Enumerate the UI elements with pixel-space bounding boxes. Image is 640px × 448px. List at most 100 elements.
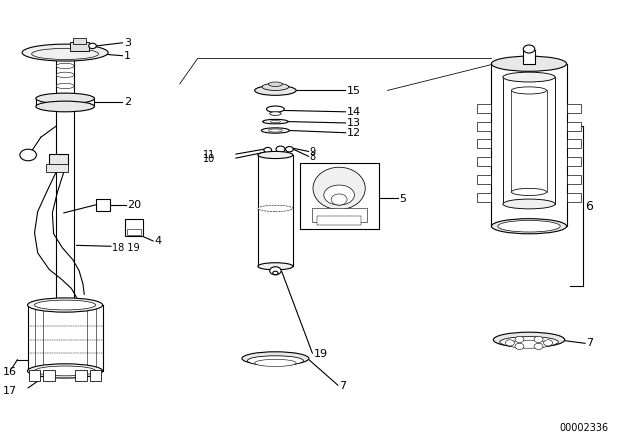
Ellipse shape — [22, 44, 108, 61]
Ellipse shape — [492, 219, 566, 234]
Ellipse shape — [507, 340, 551, 348]
Text: 1: 1 — [124, 51, 131, 61]
Bar — [125, 219, 143, 237]
Bar — [312, 208, 367, 222]
Text: 17: 17 — [3, 386, 17, 396]
Bar — [477, 104, 492, 113]
Ellipse shape — [511, 188, 547, 195]
Circle shape — [534, 336, 543, 343]
Text: 10: 10 — [204, 155, 216, 164]
Ellipse shape — [270, 121, 280, 123]
Ellipse shape — [255, 359, 296, 366]
Bar — [566, 157, 580, 166]
Circle shape — [276, 146, 285, 152]
Ellipse shape — [500, 336, 558, 347]
Ellipse shape — [258, 151, 293, 159]
Text: 9: 9 — [310, 147, 316, 157]
Ellipse shape — [503, 72, 555, 82]
Bar — [566, 104, 580, 113]
Ellipse shape — [269, 112, 281, 116]
Circle shape — [524, 45, 535, 53]
Bar — [477, 193, 492, 202]
Circle shape — [515, 336, 524, 343]
Text: 14: 14 — [347, 107, 361, 117]
Text: 13: 13 — [347, 118, 361, 129]
Text: 3: 3 — [124, 38, 131, 48]
Text: 12: 12 — [347, 128, 361, 138]
Ellipse shape — [498, 220, 560, 232]
Ellipse shape — [258, 205, 293, 211]
Bar — [44, 370, 55, 381]
Bar — [96, 199, 109, 211]
Bar — [566, 121, 580, 130]
Bar — [73, 38, 86, 44]
Text: 00002336: 00002336 — [559, 423, 608, 433]
Ellipse shape — [493, 332, 564, 347]
Bar — [90, 370, 101, 381]
Circle shape — [89, 43, 97, 48]
Bar — [524, 50, 535, 64]
Ellipse shape — [242, 352, 309, 365]
Ellipse shape — [268, 82, 282, 86]
Ellipse shape — [56, 63, 74, 69]
Circle shape — [273, 271, 278, 275]
Bar — [76, 370, 87, 381]
Ellipse shape — [268, 129, 282, 132]
Bar — [477, 139, 492, 148]
Ellipse shape — [36, 101, 95, 112]
Ellipse shape — [261, 128, 289, 133]
Text: 4: 4 — [154, 236, 161, 246]
Bar — [477, 175, 492, 184]
Circle shape — [506, 340, 515, 346]
Bar — [566, 139, 580, 148]
Text: 19: 19 — [314, 349, 328, 359]
Text: 6: 6 — [585, 200, 593, 213]
Text: 11: 11 — [204, 150, 216, 160]
Text: 8: 8 — [310, 152, 316, 162]
Circle shape — [264, 147, 271, 153]
Text: 15: 15 — [347, 86, 361, 96]
Text: 16: 16 — [3, 367, 17, 377]
Text: 20: 20 — [127, 200, 141, 210]
Ellipse shape — [247, 356, 303, 366]
Ellipse shape — [258, 263, 293, 270]
Ellipse shape — [266, 106, 284, 112]
Ellipse shape — [35, 300, 96, 310]
Circle shape — [285, 146, 293, 152]
Text: 5: 5 — [399, 194, 406, 204]
Text: 7: 7 — [339, 381, 346, 391]
Bar — [49, 154, 68, 165]
Ellipse shape — [262, 119, 288, 124]
Ellipse shape — [313, 167, 365, 210]
Ellipse shape — [503, 199, 555, 209]
Ellipse shape — [492, 56, 566, 71]
Ellipse shape — [324, 185, 355, 205]
Bar — [566, 175, 580, 184]
Text: 18 19: 18 19 — [112, 243, 140, 253]
Ellipse shape — [255, 86, 296, 95]
Circle shape — [20, 149, 36, 161]
Bar — [300, 163, 380, 229]
Bar — [566, 193, 580, 202]
Ellipse shape — [35, 366, 96, 376]
Bar — [477, 157, 492, 166]
Bar — [29, 370, 40, 381]
Ellipse shape — [28, 298, 102, 312]
Text: 2: 2 — [124, 98, 131, 108]
Ellipse shape — [262, 83, 289, 90]
Ellipse shape — [31, 48, 99, 60]
Bar — [70, 43, 90, 51]
Bar — [127, 229, 141, 235]
Ellipse shape — [36, 93, 95, 104]
Bar — [477, 121, 492, 130]
Ellipse shape — [511, 87, 547, 94]
Bar — [46, 164, 68, 172]
Circle shape — [269, 267, 281, 275]
Circle shape — [515, 343, 524, 349]
Circle shape — [534, 343, 543, 349]
Ellipse shape — [56, 72, 74, 78]
Circle shape — [543, 340, 552, 346]
Ellipse shape — [56, 83, 74, 89]
Bar — [317, 216, 361, 225]
Ellipse shape — [331, 194, 347, 205]
